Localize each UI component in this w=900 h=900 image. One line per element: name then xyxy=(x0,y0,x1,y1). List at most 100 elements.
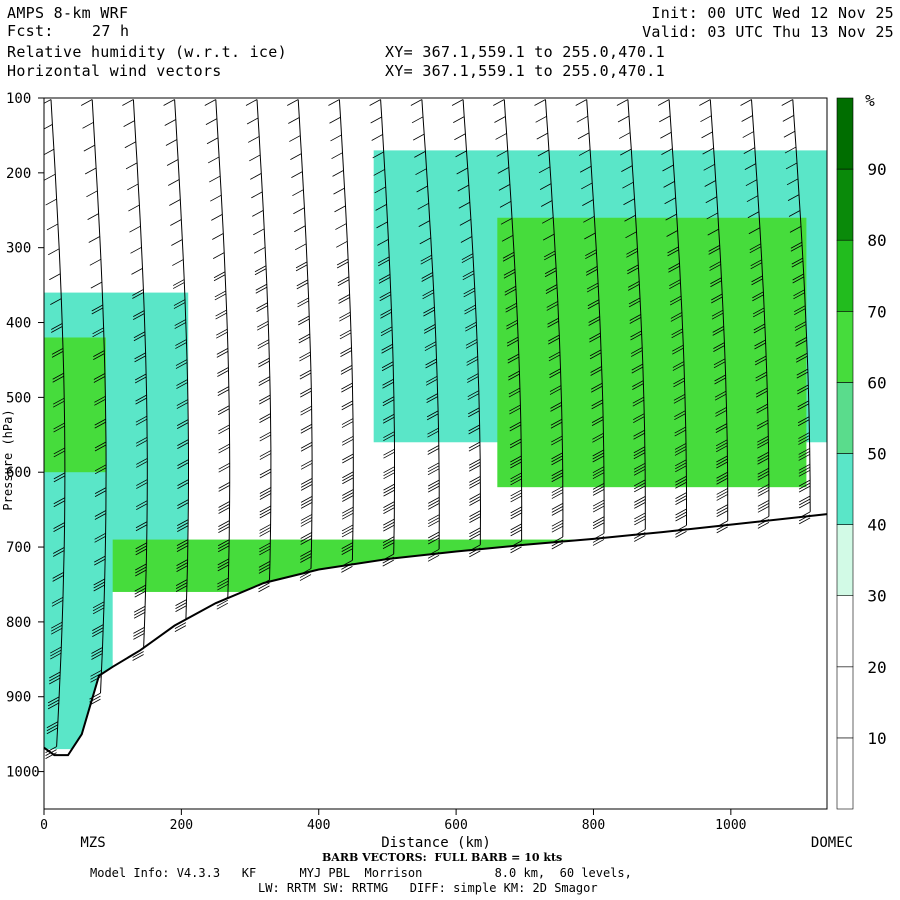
barb-flag xyxy=(341,400,353,408)
colorbar-level-label: 10 xyxy=(867,729,886,748)
barb-flag xyxy=(134,376,147,384)
barb-flag xyxy=(52,575,64,582)
barb-flag xyxy=(176,379,188,386)
barb-flag xyxy=(92,607,105,615)
barb-flag xyxy=(93,581,105,589)
barb-flag xyxy=(713,345,725,352)
barb-flag xyxy=(577,132,590,140)
barb-flag xyxy=(716,461,728,469)
barb-flag xyxy=(176,565,188,572)
barb-flag xyxy=(53,422,65,430)
barb-flag xyxy=(300,426,313,434)
barb-flag xyxy=(465,341,478,349)
barb-flag xyxy=(585,252,597,260)
barb-column xyxy=(451,99,482,558)
barb-flag xyxy=(44,173,56,181)
barb-flag xyxy=(456,167,468,175)
barb-flag xyxy=(752,294,764,302)
barb-flag xyxy=(704,180,716,187)
barb-flag xyxy=(714,374,726,382)
barb-flag xyxy=(551,509,564,516)
barb-flag xyxy=(592,486,605,493)
barb-flag xyxy=(254,265,267,273)
barb-flag xyxy=(382,413,395,421)
barb-column xyxy=(245,99,272,593)
barb-flag xyxy=(218,504,230,511)
barb-flag xyxy=(709,261,721,268)
barb-flag xyxy=(134,590,146,598)
x-axis-label: Distance (km) xyxy=(381,835,491,851)
barb-flag xyxy=(469,479,481,486)
barb-shaft xyxy=(215,99,231,598)
barb-flag xyxy=(259,527,271,534)
barb-flag xyxy=(217,564,229,572)
model-info-line-2: LW: RRTM SW: RRTMG DIFF: simple KM: 2D S… xyxy=(258,881,598,895)
barb-flag xyxy=(92,604,105,612)
barb-flag xyxy=(175,342,187,349)
barb-flag xyxy=(634,479,646,487)
barb-flag xyxy=(259,511,271,519)
barb-flag xyxy=(175,585,188,592)
barb-flag xyxy=(751,275,763,283)
barb-flag xyxy=(381,361,394,369)
barb-flag xyxy=(370,116,382,124)
barb-flag xyxy=(540,200,553,207)
barb-flag xyxy=(337,279,350,287)
barb-flag xyxy=(798,448,810,455)
barb-flag xyxy=(467,390,479,398)
barb-flag xyxy=(123,120,135,127)
barb-flag xyxy=(341,524,354,532)
barb-flag xyxy=(259,416,271,423)
barb-flag xyxy=(586,266,598,273)
colorbar-bin xyxy=(836,168,854,241)
barb-flag xyxy=(795,340,807,347)
barb-flag xyxy=(428,517,440,525)
barb-flag xyxy=(382,416,395,424)
barb-column xyxy=(328,99,354,573)
barb-flag xyxy=(668,265,680,273)
barb-flag xyxy=(170,219,182,226)
barb-flag xyxy=(163,99,175,106)
barb-flag xyxy=(544,267,557,275)
barb-flag xyxy=(209,175,221,183)
barb-shaft xyxy=(297,99,313,569)
barb-flag xyxy=(632,399,644,407)
barb-flag xyxy=(252,210,264,217)
barb-flag xyxy=(216,602,229,610)
barb-flag xyxy=(259,530,271,537)
barb-flag xyxy=(383,469,395,477)
barb-flag xyxy=(94,418,106,426)
barb-flag xyxy=(757,516,770,523)
barb-flag xyxy=(551,452,563,460)
barb-flag xyxy=(177,482,189,489)
barb-flag xyxy=(551,475,563,483)
barb-flag xyxy=(413,133,425,141)
barb-flag xyxy=(500,217,513,225)
barb-flag xyxy=(630,350,643,357)
barb-flag xyxy=(339,311,351,319)
barb-flag xyxy=(383,504,395,511)
barb-flag xyxy=(380,329,393,337)
barb-flag xyxy=(538,166,551,174)
barb-flag xyxy=(94,490,107,498)
barb-flag xyxy=(451,99,464,106)
barb-flag xyxy=(669,282,681,290)
barb-flag xyxy=(175,359,188,366)
barb-flag xyxy=(749,246,761,254)
barb-flag xyxy=(53,500,65,508)
barb-flag xyxy=(341,435,354,443)
barb-flag xyxy=(592,516,605,524)
barb-flag xyxy=(132,313,145,320)
barb-flag xyxy=(258,376,271,383)
barb-flag xyxy=(796,352,808,360)
barb-flag xyxy=(336,261,349,269)
barb-flag xyxy=(299,571,312,578)
rh-region-upper-core-wettest xyxy=(566,240,683,323)
barb-flag xyxy=(94,513,107,520)
barb-flag xyxy=(132,292,144,299)
barb-flag xyxy=(506,339,519,347)
barb-flag xyxy=(176,382,188,389)
barb-flag xyxy=(428,514,440,522)
barb-flag xyxy=(253,246,266,254)
barb-flag xyxy=(469,493,481,500)
